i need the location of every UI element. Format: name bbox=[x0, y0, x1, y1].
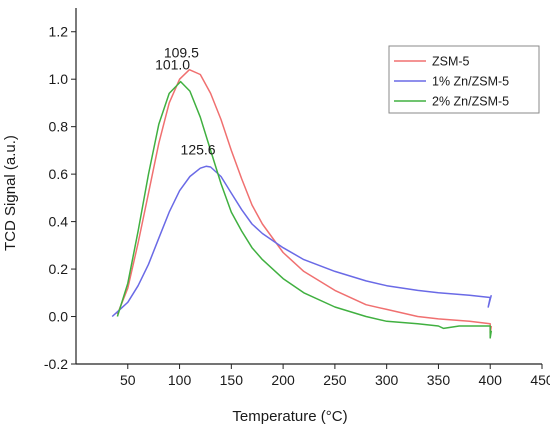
x-tick-label: 250 bbox=[323, 372, 347, 388]
y-axis-label: TCD Signal (a.u.) bbox=[2, 135, 19, 251]
x-tick-label: 150 bbox=[220, 372, 244, 388]
y-tick-label: 1.0 bbox=[49, 71, 69, 87]
x-tick-label: 450 bbox=[530, 372, 550, 388]
x-tick-label: 300 bbox=[375, 372, 399, 388]
x-tick-label: 400 bbox=[479, 372, 503, 388]
y-tick-label: -0.2 bbox=[44, 356, 68, 372]
y-tick-label: 0.6 bbox=[49, 166, 69, 182]
legend-label: 1% Zn/ZSM-5 bbox=[432, 75, 509, 89]
legend-label: 2% Zn/ZSM-5 bbox=[432, 95, 509, 109]
peak-label: 109.5 bbox=[164, 45, 199, 61]
legend-box bbox=[388, 45, 540, 114]
peak-label: 125.6 bbox=[181, 141, 216, 157]
legend-label: ZSM-5 bbox=[432, 55, 470, 69]
y-tick-label: 0.2 bbox=[49, 261, 69, 277]
y-tick-label: 0.0 bbox=[49, 309, 69, 325]
x-tick-label: 100 bbox=[168, 372, 192, 388]
plot-area bbox=[75, 8, 542, 365]
x-axis-label: Temperature (°C) bbox=[232, 408, 347, 425]
series-lines bbox=[111, 68, 493, 339]
y-tick-label: 0.4 bbox=[49, 214, 69, 230]
series-line bbox=[111, 165, 493, 318]
axis-ticks: 50 100 150 200 250 300 350 400 450 -0.2 0.0 0.2 0.4 0… bbox=[44, 24, 550, 388]
x-tick-label: 50 bbox=[120, 372, 136, 388]
x-tick-label: 350 bbox=[427, 372, 451, 388]
legend: ZSM-5 1% Zn/ZSM-5 2% Zn/ZSM-5 bbox=[388, 45, 540, 114]
series-line bbox=[116, 80, 493, 339]
x-tick-label: 200 bbox=[271, 372, 295, 388]
y-tick-label: 1.2 bbox=[49, 24, 69, 40]
y-tick-label: 0.8 bbox=[49, 119, 69, 135]
peak-label: 101.0 bbox=[155, 57, 190, 73]
series-line bbox=[116, 68, 493, 334]
